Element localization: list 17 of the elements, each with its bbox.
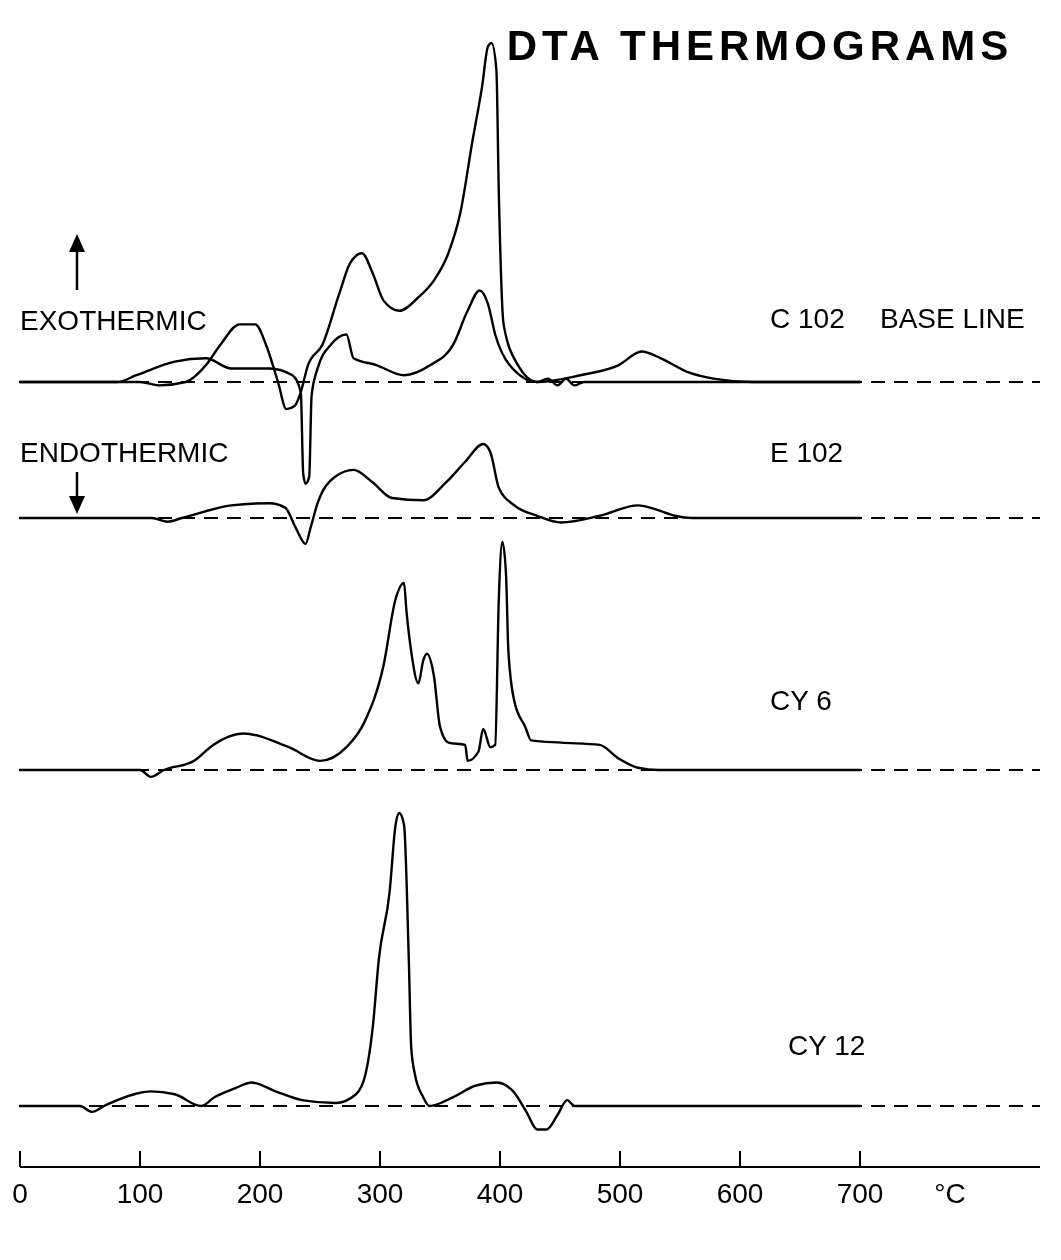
annotation: BASE LINE [880,303,1025,334]
annotation: ENDOTHERMIC [20,437,229,468]
x-tick-label: 100 [116,1178,164,1209]
x-tick-label: 0 [12,1178,28,1209]
x-axis-title: °C [934,1178,966,1209]
series-label: CY 6 [770,685,832,716]
x-tick-label: 400 [476,1178,524,1209]
chart-title: DTA THERMOGRAMS [506,22,1014,69]
x-tick-label: 200 [236,1178,284,1209]
series-label: E 102 [770,437,844,468]
series-label: CY 12 [788,1030,866,1061]
series-label: C 102 [770,303,845,334]
annotation: EXOTHERMIC [20,305,207,336]
x-tick-label: 300 [356,1178,404,1209]
x-tick-label: 600 [716,1178,764,1209]
x-tick-label: 700 [836,1178,884,1209]
x-tick-label: 500 [596,1178,644,1209]
